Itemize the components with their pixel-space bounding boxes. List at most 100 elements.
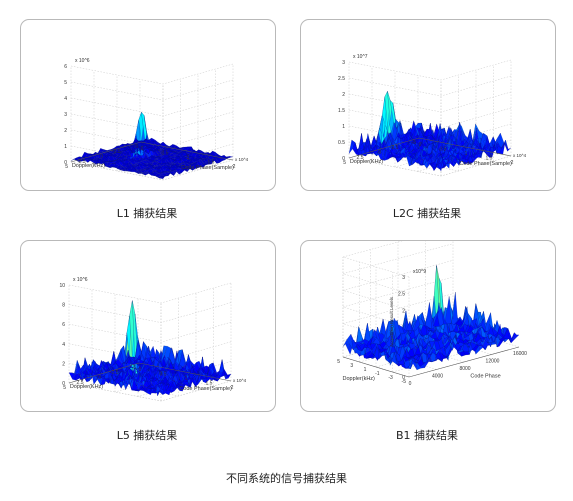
grid-line (348, 61, 442, 81)
grid-line (70, 161, 164, 181)
z-tick-label: 2 (402, 308, 405, 314)
code-exponent-label: x 10^4 (235, 157, 249, 162)
l2c-caption: L2C 捕获结果 (392, 207, 462, 220)
code-tick-label: 2 (233, 164, 236, 170)
l5-acquisition-plot: 0 2 4 6 8 10 x 10^6 5 2.5 0 -2.5 -5 0 0.5 1 1.5 2 x 10^4 C… (20, 240, 276, 412)
doppler-tick-label: 5 (65, 164, 68, 170)
grid-line (342, 256, 410, 278)
z-tick-label: 0 (62, 381, 65, 387)
grid-line (162, 95, 234, 117)
y-axis-label: Doppler(KHz) (72, 163, 105, 169)
z-tick-label: 0 (402, 375, 405, 381)
doppler-tick-label: -2.5 (110, 370, 119, 376)
y-axis-label: Doppler(kHz) (342, 376, 375, 382)
l1-caption: L1 捕获结果 (116, 207, 178, 220)
code-tick-label: 0.5 (440, 147, 447, 153)
z-tick-label: 0 (342, 156, 345, 162)
grid-line (440, 155, 512, 177)
axis-line (342, 346, 520, 378)
y-axis-label: Doppler(KHz) (70, 384, 103, 390)
code-tick-label: 1.5 (208, 160, 215, 166)
doppler-tick-label: -2.5 (112, 149, 121, 155)
grid-line (160, 282, 232, 304)
z-tick-label: 2 (62, 361, 65, 367)
y-axis-label: Doppler(KHz) (350, 159, 383, 165)
grid-line (342, 293, 454, 324)
surface-patch (451, 292, 458, 325)
z-tick-label: 2 (64, 128, 67, 134)
code-tick-label: 12000 (486, 359, 500, 365)
doppler-tick-label: 0 (98, 375, 101, 381)
code-tick-label: 16000 (513, 351, 527, 357)
doppler-tick-label: 1 (364, 367, 367, 373)
z-tick-label: 3 (342, 60, 345, 66)
surface-mesh (70, 111, 234, 179)
doppler-tick-label: 3 (350, 363, 353, 369)
l2c-acquisition-plot: 0 0.5 1 1.5 2 2.5 3 x 10^7 5 2.5 0 -2.5 -5 0 0.5 1 1.5 2 x… (300, 19, 556, 191)
grid-line (70, 65, 164, 85)
x-axis-label: Code Phase(Sample) (459, 161, 512, 167)
z-tick-label: 2 (342, 92, 345, 98)
b1-caption: B1 捕获结果 (395, 429, 459, 442)
code-tick-label: 1 (465, 151, 468, 157)
z-tick-label: 2.5 (398, 292, 405, 298)
code-tick-label: 1.5 (486, 156, 493, 162)
code-tick-label: 0 (419, 142, 422, 148)
doppler-tick-label: 0 (100, 154, 103, 160)
z-tick-label: 3 (64, 112, 67, 118)
grid-line (440, 59, 512, 81)
z-tick-label: 1 (64, 144, 67, 150)
figure-caption: 不同系统的信号捕获结果 (226, 472, 347, 485)
grid-line (68, 382, 162, 402)
z-tick-label: 6 (62, 322, 65, 328)
surface-mesh (342, 265, 520, 371)
grid-line (70, 97, 164, 117)
grid-line (440, 107, 512, 129)
z-tick-label: 2.5 (338, 76, 345, 82)
grid-line (342, 260, 454, 291)
surface-mesh (68, 300, 232, 397)
l5-caption: L5 捕获结果 (116, 429, 178, 442)
surface-patch (224, 373, 232, 379)
grid-line (70, 81, 164, 101)
axis-line (68, 362, 232, 384)
doppler-tick-label: 5 (337, 359, 340, 365)
code-tick-label: 2 (511, 160, 514, 166)
z-tick-label: 0 (64, 160, 67, 166)
z-tick-label: 6 (64, 64, 67, 70)
z-tick-label: 5 (64, 80, 67, 86)
doppler-tick-label: 0 (378, 150, 381, 156)
grid-line (348, 77, 442, 97)
grid-line (342, 241, 403, 258)
grid-line (348, 93, 442, 113)
grid-line (160, 380, 232, 402)
z-exponent-label: x10^9 (413, 269, 426, 275)
doppler-tick-label: 2.5 (77, 380, 84, 386)
doppler-tick-label: -5 (134, 144, 139, 150)
z-exponent-label: x 10^7 (353, 54, 368, 60)
code-tick-label: 0 (139, 367, 142, 373)
code-tick-label: 1 (187, 155, 190, 161)
z-axis-label: Acquisition Result Levels (389, 296, 394, 347)
doppler-tick-label: 5 (63, 385, 66, 391)
grid-line (342, 290, 410, 311)
z-tick-label: 4 (64, 96, 67, 102)
surface-patch (504, 142, 512, 152)
x-axis-label: Code Phase(Sample) (181, 165, 234, 171)
doppler-tick-label: 2.5 (357, 155, 364, 161)
surface-mesh (348, 90, 512, 172)
surface-plot-svg: 00.511.522.53x10^9531-1-3-50400080001200… (337, 241, 527, 387)
grid-line (342, 243, 454, 274)
grid-line (160, 302, 232, 323)
grid-line (342, 276, 454, 308)
grid-line (70, 113, 164, 133)
z-tick-label: 4 (62, 342, 65, 348)
grid-line (342, 306, 410, 328)
doppler-tick-label: -5 (132, 365, 137, 371)
grid-line (162, 79, 234, 101)
grid-line (160, 321, 232, 343)
code-tick-label: 4000 (432, 374, 443, 380)
b1-acquisition-plot: 00.511.522.53x10^9531-1-3-50400080001200… (300, 240, 556, 412)
